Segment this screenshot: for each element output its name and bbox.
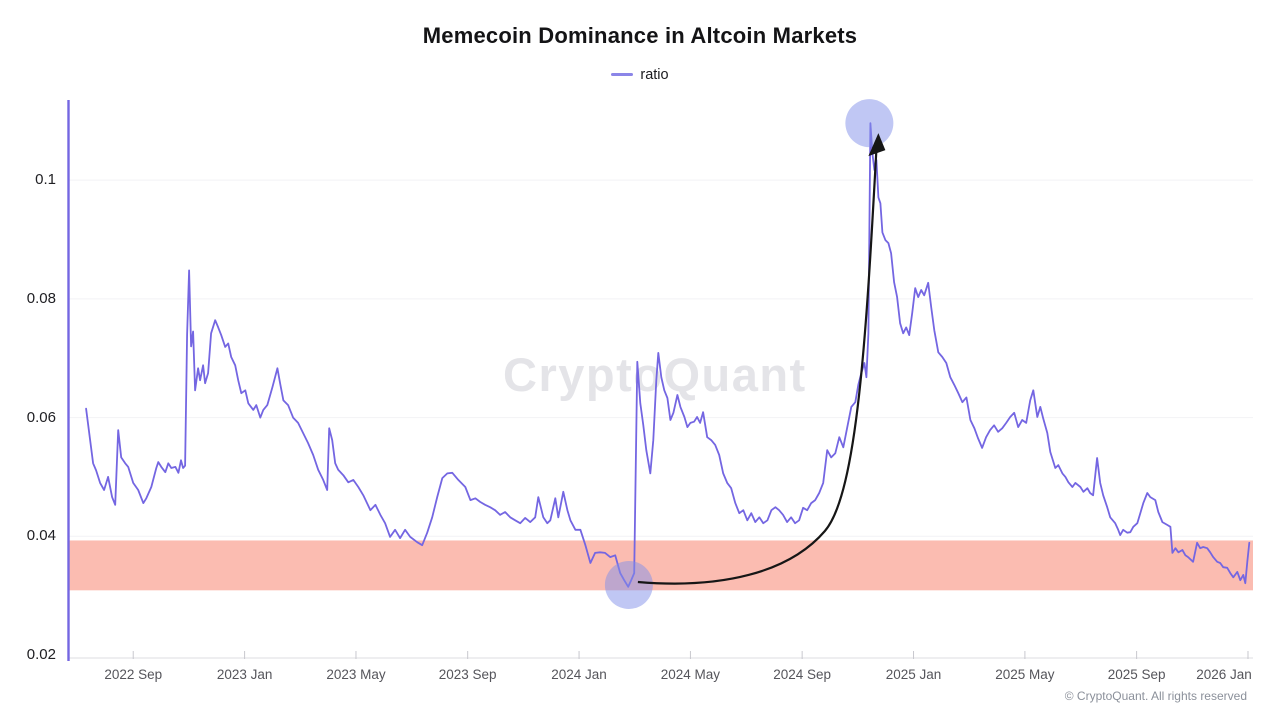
ratio-line	[85, 122, 1251, 588]
watermark: CryptoQuant	[503, 348, 807, 401]
x-tick-label: 2025 Jan	[885, 667, 942, 682]
x-tick-label: 2025 Sep	[1107, 667, 1166, 682]
chart-title: Memecoin Dominance in Altcoin Markets	[422, 23, 858, 48]
x-tick-label: 2024 Sep	[773, 667, 832, 682]
legend-label: ratio	[640, 66, 669, 83]
y-tick-label: 0.06	[26, 408, 56, 426]
x-tick-label: 2024 Jan	[551, 667, 607, 682]
x-tick-label: 2024 May	[660, 667, 721, 682]
low-highlight-circle	[604, 560, 653, 609]
support-band	[68, 540, 1253, 591]
x-tick-label: 2025 May	[995, 667, 1055, 682]
y-tick-label: 0.1	[35, 171, 56, 189]
x-tick-label: 2023 Sep	[438, 667, 497, 682]
y-tick-label: 0.02	[26, 646, 56, 664]
x-tick-label: 2022 Sep	[104, 667, 163, 682]
legend: ratio	[0, 64, 1280, 83]
trend-arrowhead	[868, 133, 886, 157]
x-tick-label: 2026 Jan	[1196, 667, 1252, 682]
x-tick-label: 2023 Jan	[216, 667, 273, 682]
copyright-text: © CryptoQuant. All rights reserved	[1064, 689, 1247, 703]
peak-highlight-circle	[845, 99, 894, 148]
y-tick-label: 0.04	[26, 527, 56, 545]
legend-line-swatch	[611, 73, 634, 76]
trend-arrow	[637, 150, 878, 585]
x-tick-label: 2023 May	[326, 667, 386, 682]
y-tick-label: 0.08	[26, 289, 56, 307]
